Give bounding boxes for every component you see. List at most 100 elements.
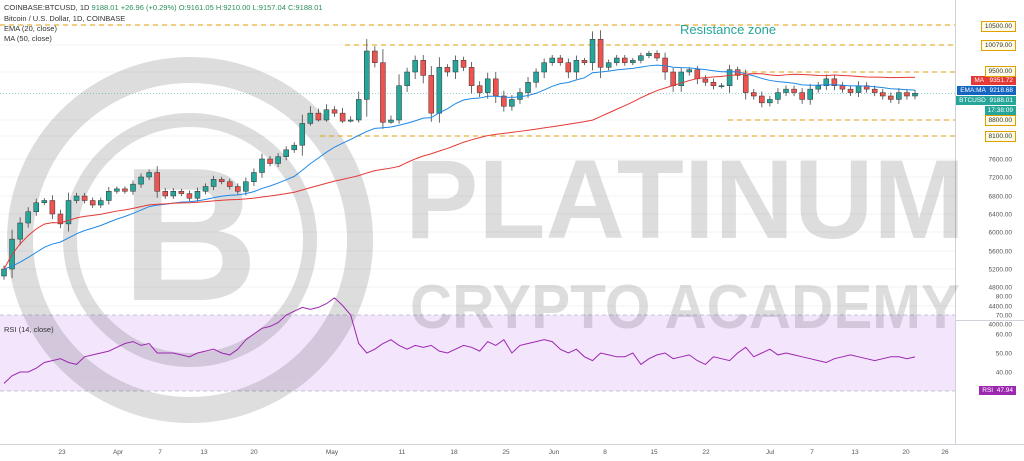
candle-body (202, 186, 209, 192)
candle-body (525, 82, 531, 93)
candle-body (847, 88, 854, 93)
candle-body (767, 99, 773, 104)
ma-legend[interactable]: MA (50, close) (4, 34, 52, 43)
candle-body (718, 85, 725, 87)
level-8800: 8800.00 (984, 115, 1016, 126)
candle-body (138, 176, 144, 185)
candle-body (791, 88, 797, 93)
candle-body (299, 123, 306, 146)
candle-body (823, 78, 830, 86)
candle-body (396, 85, 402, 121)
candle-body (541, 62, 547, 73)
candle-body (372, 50, 378, 63)
ema-line (3, 64, 916, 270)
time-tick-label: 8 (603, 449, 607, 456)
candle-body (686, 69, 693, 73)
candle-body (283, 149, 289, 157)
candle-body (501, 95, 507, 107)
candle-body (815, 85, 822, 90)
candle-body (573, 60, 580, 73)
rsi-tick-label: 60.00 (996, 332, 1013, 339)
candle-body (73, 195, 80, 201)
rsi-tag: RSI 47.94 (979, 386, 1016, 395)
candle-body (291, 144, 297, 151)
candle-body (275, 156, 281, 164)
level-10500: 10500.00 (980, 21, 1016, 32)
candle-body (839, 85, 846, 90)
candle-body (565, 62, 572, 73)
candle-body (226, 181, 233, 187)
candle-body (178, 191, 185, 194)
candle-body (114, 188, 120, 192)
level-10079: 10079.00 (980, 40, 1016, 51)
rsi-legend[interactable]: RSI (14, close) (4, 325, 54, 334)
btc-tag-label: BTCUSD (959, 97, 986, 104)
candle-body (702, 78, 709, 83)
time-tick-label: 13 (200, 449, 208, 456)
candle-body (557, 57, 564, 63)
watermark-inner-ring (63, 113, 317, 367)
candle-body (775, 92, 781, 100)
candle-body (452, 60, 459, 73)
candle-body (154, 172, 160, 192)
ema-tag-value: 9218.68 (989, 87, 1014, 94)
price-tick-label: 4000.00 (989, 322, 1013, 329)
candle-body (533, 71, 539, 83)
candle-body (49, 200, 56, 215)
candle-body (646, 53, 652, 56)
candle-body (17, 222, 23, 240)
candle-body (509, 99, 515, 107)
candle-body (476, 85, 483, 93)
watermark-line2: CRYPTO ACADEMY (410, 273, 960, 342)
level-8100: 8100.00 (984, 131, 1016, 142)
ma-line (3, 73, 916, 270)
rsi-tag-label: RSI (982, 387, 994, 394)
candle-body (259, 158, 265, 173)
time-tick-label: 23 (58, 449, 66, 456)
candle-body (654, 53, 660, 59)
candle-body (428, 75, 435, 114)
candle-body (904, 92, 910, 97)
candle-body (1, 268, 7, 277)
candle-body (339, 112, 346, 122)
time-tick-label: Jul (766, 449, 775, 456)
time-tick-label: 22 (702, 449, 710, 456)
time-tick-label: Jun (549, 449, 560, 456)
candle-body (162, 191, 168, 197)
candle-body (315, 112, 322, 121)
price-tick-label: 4800.00 (989, 285, 1013, 292)
ema-tag: EMA:MA 9218.68 (957, 86, 1016, 95)
candle-body (726, 69, 733, 86)
price-tick-label: 5200.00 (989, 267, 1013, 274)
price-tick-label: 6800.00 (989, 194, 1013, 201)
candle-body (355, 99, 362, 121)
btc-price-tag: BTCUSD 9188.01 (956, 96, 1016, 105)
chart-header: COINBASE:BTCUSD, 1D 9188.01 +26.96 (+0.2… (4, 3, 323, 12)
candle-body (323, 109, 330, 121)
level-9500: 9500.00 (984, 66, 1016, 77)
time-tick-label: May (326, 449, 339, 456)
candle-body (622, 57, 628, 63)
candle-body (106, 191, 112, 201)
rsi-tick-label: 80.00 (996, 294, 1013, 301)
candle-body (251, 172, 257, 182)
candle-body (146, 172, 152, 178)
candle-body (33, 202, 39, 212)
ma-tag: MA 9351.72 (971, 76, 1016, 85)
candle-body (97, 200, 104, 206)
ema-legend[interactable]: EMA (20, close) (4, 24, 57, 33)
candle-body (549, 57, 555, 63)
candle-body (65, 200, 72, 225)
last-price: 9188.01 (91, 3, 119, 12)
candle-body (662, 57, 668, 73)
time-tick-label: 20 (902, 449, 910, 456)
candle-body (210, 179, 217, 187)
candle-body (186, 193, 193, 199)
candle-body (493, 78, 499, 97)
price-change: +26.96 (+0.29%) (120, 3, 177, 12)
candle-body (25, 211, 31, 224)
candle-body (605, 62, 612, 68)
candle-body (589, 39, 596, 63)
candle-body (694, 69, 701, 80)
candle-body (638, 55, 644, 61)
